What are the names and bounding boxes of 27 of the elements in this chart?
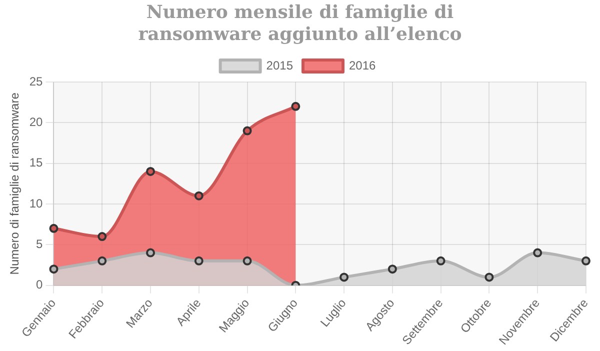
point [436,256,446,266]
point [340,272,349,282]
point [49,224,58,233]
y-tick-label: 20 [29,114,44,129]
point [242,256,252,266]
y-tick-label: 10 [29,196,44,210]
legend-label: 2016 [349,58,376,72]
chart-title: Numero mensile di famiglie di ransomware aggiunto all’elenco [137,1,463,47]
point [533,248,542,258]
point [98,232,107,242]
legend-label: 2015 [266,58,294,72]
point [291,102,300,111]
y-axis-title: Numero di famiglie di ransomware [8,92,22,275]
y-tick-label: 5 [36,236,44,251]
point [146,166,156,176]
y-tick-label: 0 [36,278,44,292]
point [484,272,494,282]
point [98,256,107,266]
point [581,256,590,266]
point [388,264,397,274]
point [146,248,156,258]
point [49,264,58,274]
point [194,256,204,266]
y-tick-label: 25 [29,74,44,88]
point [194,191,204,200]
y-tick-label: 15 [29,156,44,170]
point [242,126,252,136]
